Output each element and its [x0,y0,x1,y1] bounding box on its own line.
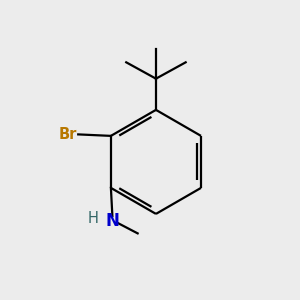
Text: N: N [105,212,119,230]
Text: Br: Br [58,127,77,142]
Text: H: H [88,211,98,226]
